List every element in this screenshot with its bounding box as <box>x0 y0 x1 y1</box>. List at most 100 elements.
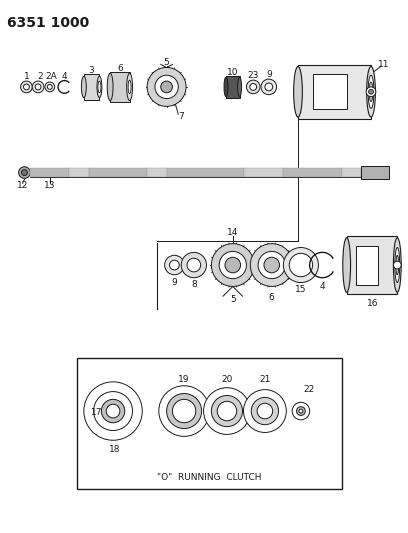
Circle shape <box>173 399 196 423</box>
Bar <box>110 72 130 101</box>
Circle shape <box>393 261 401 269</box>
Bar <box>30 168 69 177</box>
Circle shape <box>368 90 373 94</box>
Text: 23: 23 <box>248 71 259 80</box>
Circle shape <box>264 257 279 273</box>
Bar <box>30 168 361 177</box>
Ellipse shape <box>107 73 113 101</box>
Ellipse shape <box>343 238 350 292</box>
Circle shape <box>292 402 310 420</box>
Bar <box>298 64 371 119</box>
Circle shape <box>24 84 29 90</box>
Circle shape <box>211 244 254 286</box>
Ellipse shape <box>367 67 375 117</box>
Bar <box>69 168 89 177</box>
Ellipse shape <box>82 76 86 98</box>
Circle shape <box>289 253 313 277</box>
Text: 22: 22 <box>303 385 314 394</box>
Circle shape <box>47 84 52 90</box>
Circle shape <box>166 393 202 429</box>
Circle shape <box>217 401 237 421</box>
Bar <box>284 168 342 177</box>
Bar <box>77 358 342 489</box>
Text: 11: 11 <box>378 60 389 69</box>
Text: 6: 6 <box>269 293 275 302</box>
Text: 6: 6 <box>117 64 123 73</box>
Text: 6351 1000: 6351 1000 <box>7 15 89 30</box>
Ellipse shape <box>369 82 373 101</box>
Circle shape <box>244 390 286 432</box>
Text: 12: 12 <box>17 181 28 190</box>
Circle shape <box>187 258 201 272</box>
Text: 4: 4 <box>62 72 67 80</box>
Bar <box>244 168 284 177</box>
Circle shape <box>106 404 120 418</box>
Bar <box>357 246 378 285</box>
Ellipse shape <box>126 73 133 101</box>
Ellipse shape <box>393 238 401 292</box>
Circle shape <box>219 252 246 279</box>
Bar <box>313 74 347 109</box>
Bar <box>342 168 361 177</box>
Circle shape <box>181 253 206 278</box>
Circle shape <box>246 80 260 94</box>
Circle shape <box>250 84 257 90</box>
Text: 2A: 2A <box>46 72 58 80</box>
Circle shape <box>169 260 179 270</box>
Ellipse shape <box>294 67 302 117</box>
Circle shape <box>22 169 27 175</box>
Text: 5: 5 <box>230 295 236 304</box>
Bar <box>361 166 388 180</box>
Bar <box>347 236 397 294</box>
Circle shape <box>32 81 44 93</box>
Circle shape <box>147 68 186 107</box>
Ellipse shape <box>368 75 374 108</box>
Circle shape <box>366 87 376 96</box>
Text: 20: 20 <box>221 375 233 384</box>
Text: 16: 16 <box>367 300 379 309</box>
Circle shape <box>204 387 250 434</box>
Text: 2: 2 <box>37 72 43 80</box>
Circle shape <box>93 392 133 431</box>
Circle shape <box>211 395 242 426</box>
Circle shape <box>257 403 273 419</box>
Bar <box>147 168 166 177</box>
Text: 10: 10 <box>227 68 239 77</box>
Text: 18: 18 <box>109 446 121 455</box>
Circle shape <box>250 244 293 286</box>
Circle shape <box>284 247 319 282</box>
Text: "O"  RUNNING  CLUTCH: "O" RUNNING CLUTCH <box>157 473 262 482</box>
Circle shape <box>20 81 32 93</box>
Bar <box>166 168 244 177</box>
Ellipse shape <box>98 81 101 93</box>
Ellipse shape <box>395 247 400 282</box>
Text: 15: 15 <box>295 285 307 294</box>
Bar <box>84 74 100 100</box>
Bar <box>226 76 239 98</box>
Circle shape <box>45 82 55 92</box>
Circle shape <box>155 75 178 99</box>
Text: 7: 7 <box>178 111 184 120</box>
Circle shape <box>258 252 285 279</box>
Text: 14: 14 <box>227 229 238 237</box>
Text: 3: 3 <box>89 66 95 75</box>
Circle shape <box>19 167 30 179</box>
Text: 8: 8 <box>191 280 197 289</box>
Circle shape <box>84 382 142 440</box>
Circle shape <box>225 257 241 273</box>
Circle shape <box>161 81 173 93</box>
Text: 5: 5 <box>164 58 169 67</box>
Circle shape <box>297 407 305 415</box>
Text: 1: 1 <box>24 72 29 80</box>
Circle shape <box>165 255 184 275</box>
Ellipse shape <box>237 77 242 96</box>
Circle shape <box>251 398 279 425</box>
Text: 17: 17 <box>91 408 102 417</box>
Circle shape <box>265 83 273 91</box>
Ellipse shape <box>97 76 102 98</box>
Ellipse shape <box>396 255 399 275</box>
Text: 21: 21 <box>259 375 271 384</box>
Circle shape <box>159 386 209 437</box>
Text: 13: 13 <box>44 181 55 190</box>
Circle shape <box>299 409 303 413</box>
